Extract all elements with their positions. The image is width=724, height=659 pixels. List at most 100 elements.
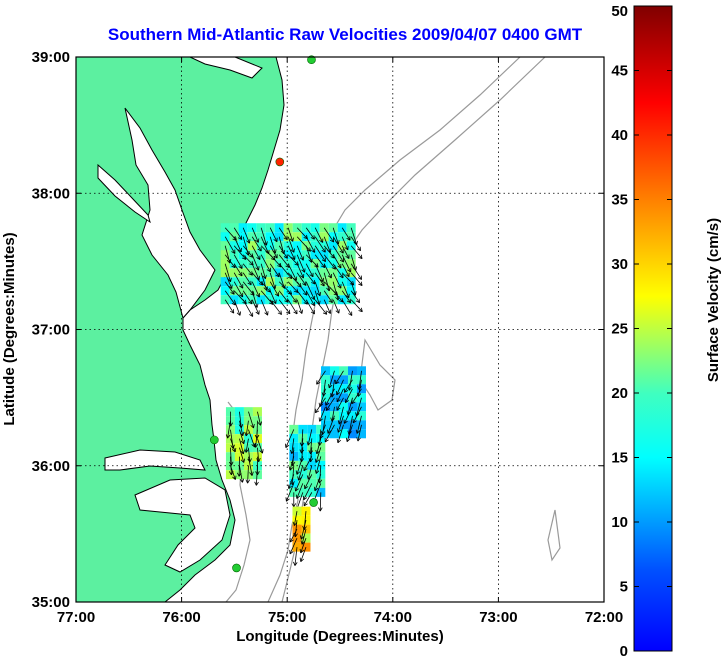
velocity-cell	[320, 429, 330, 439]
colorbar-tick-label: 35	[611, 192, 628, 209]
velocity-arrowhead	[321, 259, 326, 262]
velocity-cell	[338, 429, 348, 439]
x-tick-label: 73:00	[479, 609, 517, 626]
velocity-arrowhead	[250, 424, 254, 429]
velocity-arrowhead	[289, 551, 294, 555]
velocity-arrowhead	[328, 383, 330, 389]
velocity-arrowhead	[330, 256, 335, 259]
velocity-arrowhead	[358, 283, 363, 286]
velocity-arrowhead	[256, 434, 260, 439]
velocity-arrowhead	[314, 458, 317, 463]
velocity-arrowhead	[242, 431, 245, 436]
velocity-arrowhead	[314, 469, 317, 474]
velocity-arrowhead	[296, 261, 299, 266]
velocity-vector	[323, 236, 331, 253]
colorbar	[633, 5, 673, 652]
velocity-vector	[224, 290, 236, 306]
velocity-vector	[323, 299, 331, 314]
velocity-arrowhead	[356, 248, 361, 252]
velocity-vector	[242, 290, 253, 305]
velocity-arrowhead	[331, 267, 336, 270]
velocity-arrowhead	[251, 271, 253, 276]
velocity-arrowhead	[230, 277, 232, 282]
velocity-arrowhead	[299, 535, 302, 540]
velocity-arrowhead	[353, 420, 357, 424]
velocity-arrowhead	[337, 420, 340, 425]
velocity-arrowhead	[286, 498, 290, 502]
grid-lines	[76, 57, 604, 602]
velocity-arrowhead	[303, 503, 308, 507]
velocity-arrowhead	[330, 417, 333, 422]
velocity-vector	[331, 406, 335, 422]
velocity-arrowhead	[293, 561, 296, 566]
velocity-arrowhead	[230, 310, 234, 314]
velocity-vector	[224, 254, 236, 268]
velocity-arrowhead	[255, 267, 259, 271]
velocity-vector	[337, 415, 344, 433]
velocity-arrowhead	[321, 249, 326, 253]
velocity-vector	[335, 370, 344, 385]
y-tick-label: 39:00	[32, 49, 70, 66]
velocity-vector	[239, 447, 245, 463]
velocity-arrowhead	[303, 497, 308, 501]
velocity-arrowhead	[357, 385, 360, 390]
velocity-vector	[350, 290, 360, 303]
velocity-arrowhead	[231, 303, 236, 306]
velocity-arrowhead	[287, 276, 292, 280]
velocity-arrowhead	[315, 470, 320, 474]
colorbar-ticks: 0 5 10 15 20 25 30 35 40 45 50	[611, 3, 672, 659]
velocity-vector	[341, 254, 352, 273]
velocity-vector	[296, 456, 304, 475]
velocity-arrowhead	[355, 412, 357, 417]
velocity-arrowhead	[346, 237, 351, 241]
velocity-arrowhead	[326, 287, 330, 292]
velocity-arrowhead	[338, 300, 344, 303]
velocity-arrowhead	[335, 381, 340, 385]
velocity-arrowhead	[283, 256, 288, 259]
velocity-vector	[350, 254, 357, 271]
velocity-arrowhead	[299, 449, 302, 454]
velocity-vector	[332, 254, 342, 269]
colorbar-tick-label: 30	[611, 256, 628, 273]
velocity-arrowhead	[239, 285, 243, 289]
velocity-arrowhead	[251, 471, 254, 476]
velocity-arrowhead	[295, 488, 299, 492]
velocity-vector	[230, 456, 232, 475]
velocity-arrowhead	[296, 471, 301, 475]
velocity-vector	[287, 254, 299, 266]
velocity-arrowhead	[319, 441, 323, 446]
velocity-arrowhead	[280, 310, 282, 315]
velocity-arrowhead	[358, 310, 363, 313]
velocity-arrowhead	[301, 458, 305, 462]
velocity-arrowhead	[258, 283, 263, 286]
velocity-arrowhead	[338, 240, 340, 245]
velocity-vector	[296, 263, 304, 279]
velocity-arrowhead	[292, 521, 295, 526]
velocity-vector	[251, 281, 260, 298]
velocity-arrowhead	[288, 485, 292, 489]
velocity-arrowhead	[240, 423, 244, 428]
velocity-vector	[301, 529, 307, 545]
velocity-vector	[336, 397, 344, 411]
velocity-vector	[323, 227, 335, 243]
velocity-arrowhead	[275, 274, 280, 278]
velocity-arrowhead	[257, 248, 262, 252]
velocity-vector	[357, 379, 362, 397]
velocity-vector	[233, 236, 242, 253]
velocity-vector	[251, 227, 259, 243]
velocity-arrowhead	[328, 384, 333, 389]
velocity-vector	[328, 370, 335, 389]
hf-radar-station	[210, 435, 219, 445]
velocity-arrowhead	[325, 402, 330, 406]
velocity-arrowhead	[325, 310, 328, 315]
velocity-arrowhead	[324, 439, 329, 443]
velocity-vector	[242, 236, 249, 256]
velocity-cell	[356, 429, 366, 439]
velocity-arrowhead	[319, 434, 321, 439]
velocity-arrowhead	[319, 479, 323, 484]
velocity-vector	[260, 263, 266, 279]
velocity-vector	[233, 254, 243, 269]
velocity-vector	[251, 272, 264, 286]
velocity-vector	[345, 388, 353, 403]
velocity-vector	[305, 236, 316, 253]
